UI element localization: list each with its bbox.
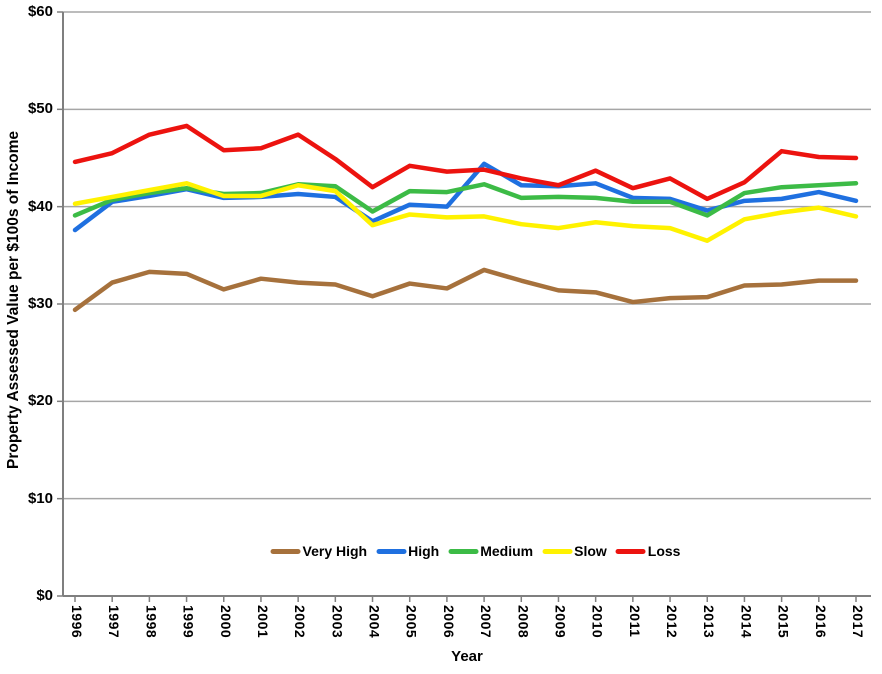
- y-tick-label: $30: [27, 295, 53, 312]
- x-tick-label: 2004: [366, 605, 383, 639]
- legend-label: Very High: [302, 543, 368, 559]
- series-line-slow: [72, 181, 859, 243]
- series-line-loss: [72, 123, 859, 202]
- x-tick-label: 2016: [812, 605, 829, 639]
- legend-swatch-icon: [270, 548, 301, 554]
- y-tick-label: $50: [27, 100, 53, 118]
- legend-swatch-icon: [376, 548, 407, 554]
- legend-item-very-high: Very High: [270, 543, 368, 559]
- x-tick-label: 2011: [626, 605, 643, 638]
- x-tick-label: 1997: [106, 605, 123, 639]
- x-tick-label: 2015: [775, 605, 792, 639]
- y-tick-label: $40: [27, 197, 53, 215]
- x-tick-label: 1999: [180, 605, 197, 639]
- legend-swatch-icon: [448, 548, 479, 554]
- x-axis-title: Year: [451, 648, 483, 665]
- x-tick-label: 2014: [738, 605, 755, 639]
- y-tick-label: $0: [36, 587, 53, 604]
- y-tick-label: $10: [27, 489, 53, 507]
- x-tick-label: 2006: [440, 605, 457, 639]
- x-tick-label: 2002: [292, 605, 309, 639]
- x-tick-label: 2007: [478, 605, 495, 639]
- legend-item-loss: Loss: [615, 543, 681, 559]
- legend-label: Slow: [574, 543, 607, 559]
- y-tick-label: $20: [27, 392, 53, 410]
- x-tick-label: 2001: [254, 605, 271, 639]
- legend: Very High High Medium Slow Loss: [270, 543, 690, 559]
- legend-item-medium: Medium: [448, 543, 533, 559]
- x-tick-label: 2012: [664, 605, 681, 639]
- x-tick-label: 2008: [515, 605, 532, 639]
- x-tick-label: 2003: [329, 605, 346, 639]
- x-tick-label: 2013: [701, 605, 718, 639]
- x-tick-label: 2000: [217, 605, 234, 639]
- series-line-very-high: [72, 267, 859, 313]
- x-tick-label: 2009: [552, 605, 569, 639]
- y-axis-title: Property Assessed Value per $100s of Inc…: [5, 130, 22, 470]
- legend-swatch-icon: [615, 548, 646, 554]
- y-tick-label: $60: [27, 3, 53, 20]
- legend-swatch-icon: [542, 548, 573, 554]
- legend-label: Loss: [647, 543, 681, 559]
- legend-item-high: High: [376, 543, 439, 559]
- legend-item-slow: Slow: [542, 543, 607, 559]
- series-line-medium: [72, 181, 859, 218]
- x-tick-label: 2017: [850, 605, 866, 639]
- legend-label: Medium: [480, 543, 534, 559]
- x-tick-label: 2010: [589, 605, 606, 639]
- x-tick-label: 1996: [69, 605, 85, 639]
- legend-label: High: [408, 543, 440, 559]
- x-tick-label: 2005: [403, 605, 420, 639]
- x-tick-label: 1998: [143, 605, 160, 639]
